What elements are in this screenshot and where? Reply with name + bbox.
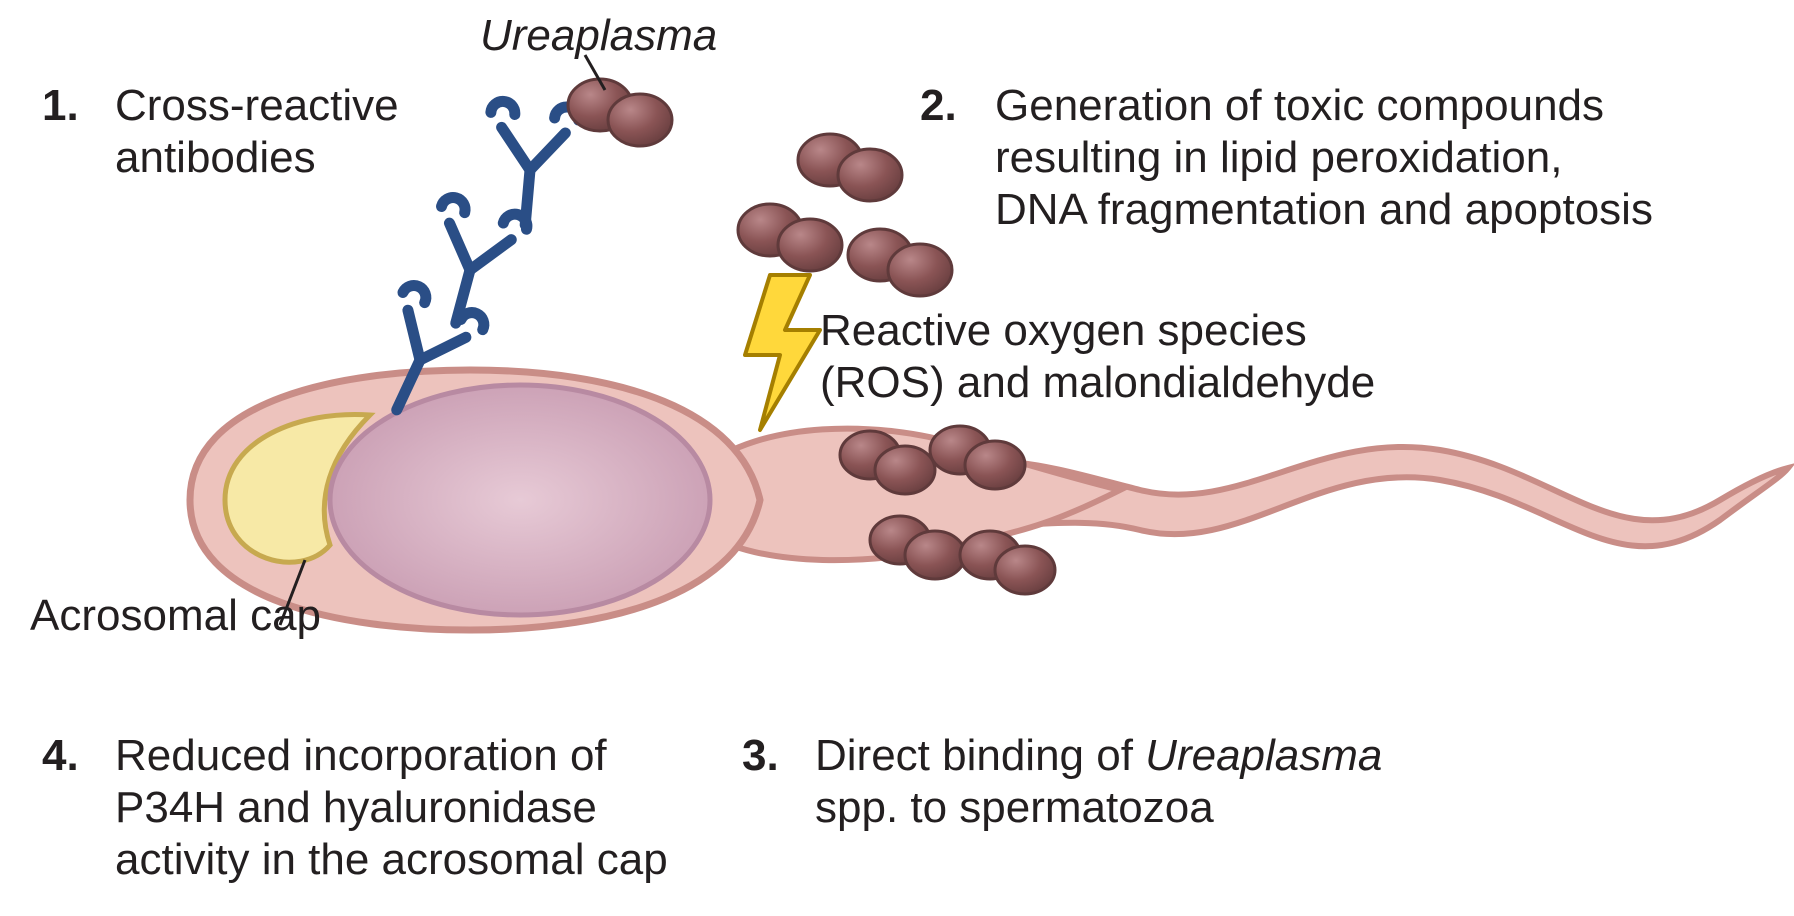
item2-text: Generation of toxic compounds resulting … [995, 80, 1653, 236]
item4-text: Reduced incorporation of P34H and hyalur… [115, 730, 668, 886]
item4-number: 4. [42, 730, 79, 782]
item1-text: Cross-reactive antibodies [115, 80, 399, 184]
item2-number: 2. [920, 80, 957, 132]
item1-number: 1. [42, 80, 79, 132]
ros-text: Reactive oxygen species (ROS) and malond… [820, 305, 1375, 409]
item3-text: Direct binding of Ureaplasma spp. to spe… [815, 730, 1382, 834]
acrosomal-cap-label: Acrosomal cap [30, 590, 321, 642]
diagram-stage: Ureaplasma 1. Cross-reactive antibodies … [0, 0, 1794, 916]
ureaplasma-pair-top [568, 79, 672, 146]
ureaplasma-label: Ureaplasma [480, 10, 717, 62]
sperm-cell [190, 370, 1788, 630]
lightning-icon [745, 275, 820, 430]
item3-number: 3. [742, 730, 779, 782]
